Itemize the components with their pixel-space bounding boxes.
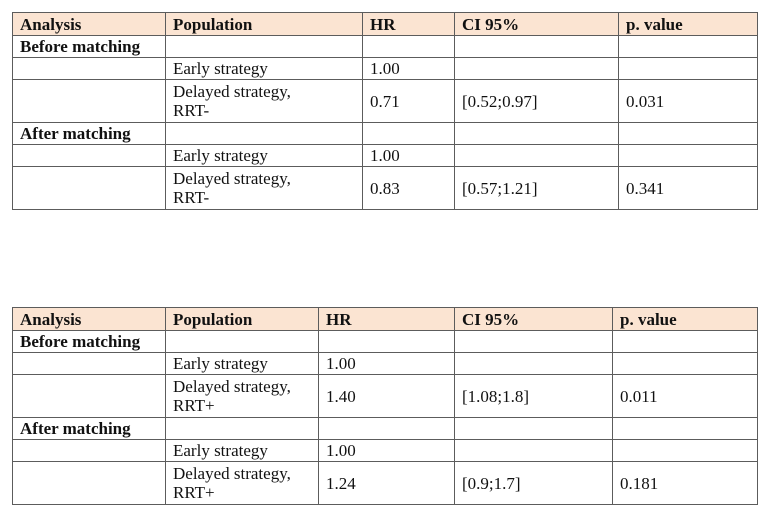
hr-cell: 1.00 bbox=[318, 439, 455, 462]
table-row: Early strategy 1.00 bbox=[12, 57, 758, 80]
population-cell: Delayed strategy, RRT- bbox=[165, 79, 363, 123]
population-cell: Early strategy bbox=[165, 352, 319, 375]
table-row: Early strategy 1.00 bbox=[12, 352, 758, 375]
table-row: Delayed strategy, RRT+ 1.24 [0.9;1.7] 0.… bbox=[12, 461, 758, 505]
header-analysis: Analysis bbox=[12, 12, 166, 36]
hr-cell: 0.71 bbox=[362, 79, 455, 123]
table-row: Delayed strategy, RRT- 0.71 [0.52;0.97] … bbox=[12, 79, 758, 123]
table-row: Early strategy 1.00 bbox=[12, 439, 758, 462]
header-hr: HR bbox=[362, 12, 455, 36]
section-label: After matching bbox=[12, 417, 166, 440]
p-value-cell: 0.011 bbox=[612, 374, 758, 418]
header-population: Population bbox=[165, 307, 319, 331]
table-header-row: Analysis Population HR CI 95% p. value bbox=[12, 12, 758, 36]
header-population: Population bbox=[165, 12, 363, 36]
hr-cell: 1.00 bbox=[318, 352, 455, 375]
population-cell: Early strategy bbox=[165, 57, 363, 80]
ci-cell: [0.57;1.21] bbox=[454, 166, 619, 210]
hr-cell: 1.40 bbox=[318, 374, 455, 418]
population-cell: Delayed strategy, RRT+ bbox=[165, 374, 319, 418]
p-value-cell: 0.341 bbox=[618, 166, 758, 210]
section-row-after-matching: After matching bbox=[12, 122, 758, 145]
header-p-value: p. value bbox=[618, 12, 758, 36]
table-row: Delayed strategy, RRT- 0.83 [0.57;1.21] … bbox=[12, 166, 758, 210]
section-row-before-matching: Before matching bbox=[12, 35, 758, 58]
hazard-ratio-table-rrt-minus: Analysis Population HR CI 95% p. value B… bbox=[12, 12, 758, 210]
hr-cell: 1.00 bbox=[362, 144, 455, 167]
table-row: Delayed strategy, RRT+ 1.40 [1.08;1.8] 0… bbox=[12, 374, 758, 418]
table-header-row: Analysis Population HR CI 95% p. value bbox=[12, 307, 758, 331]
header-ci: CI 95% bbox=[454, 307, 613, 331]
ci-cell: [0.52;0.97] bbox=[454, 79, 619, 123]
hr-cell: 0.83 bbox=[362, 166, 455, 210]
population-cell: Delayed strategy, RRT+ bbox=[165, 461, 319, 505]
population-cell: Early strategy bbox=[165, 144, 363, 167]
p-value-cell: 0.181 bbox=[612, 461, 758, 505]
header-ci: CI 95% bbox=[454, 12, 619, 36]
table-row: Early strategy 1.00 bbox=[12, 144, 758, 167]
header-analysis: Analysis bbox=[12, 307, 166, 331]
header-hr: HR bbox=[318, 307, 455, 331]
population-cell: Delayed strategy, RRT- bbox=[165, 166, 363, 210]
section-label: After matching bbox=[12, 122, 166, 145]
header-p-value: p. value bbox=[612, 307, 758, 331]
hr-cell: 1.24 bbox=[318, 461, 455, 505]
p-value-cell: 0.031 bbox=[618, 79, 758, 123]
section-row-before-matching: Before matching bbox=[12, 330, 758, 353]
section-label: Before matching bbox=[12, 35, 166, 58]
hazard-ratio-table-rrt-plus: Analysis Population HR CI 95% p. value B… bbox=[12, 307, 758, 505]
ci-cell: [0.9;1.7] bbox=[454, 461, 613, 505]
section-row-after-matching: After matching bbox=[12, 417, 758, 440]
section-label: Before matching bbox=[12, 330, 166, 353]
ci-cell: [1.08;1.8] bbox=[454, 374, 613, 418]
population-cell: Early strategy bbox=[165, 439, 319, 462]
hr-cell: 1.00 bbox=[362, 57, 455, 80]
